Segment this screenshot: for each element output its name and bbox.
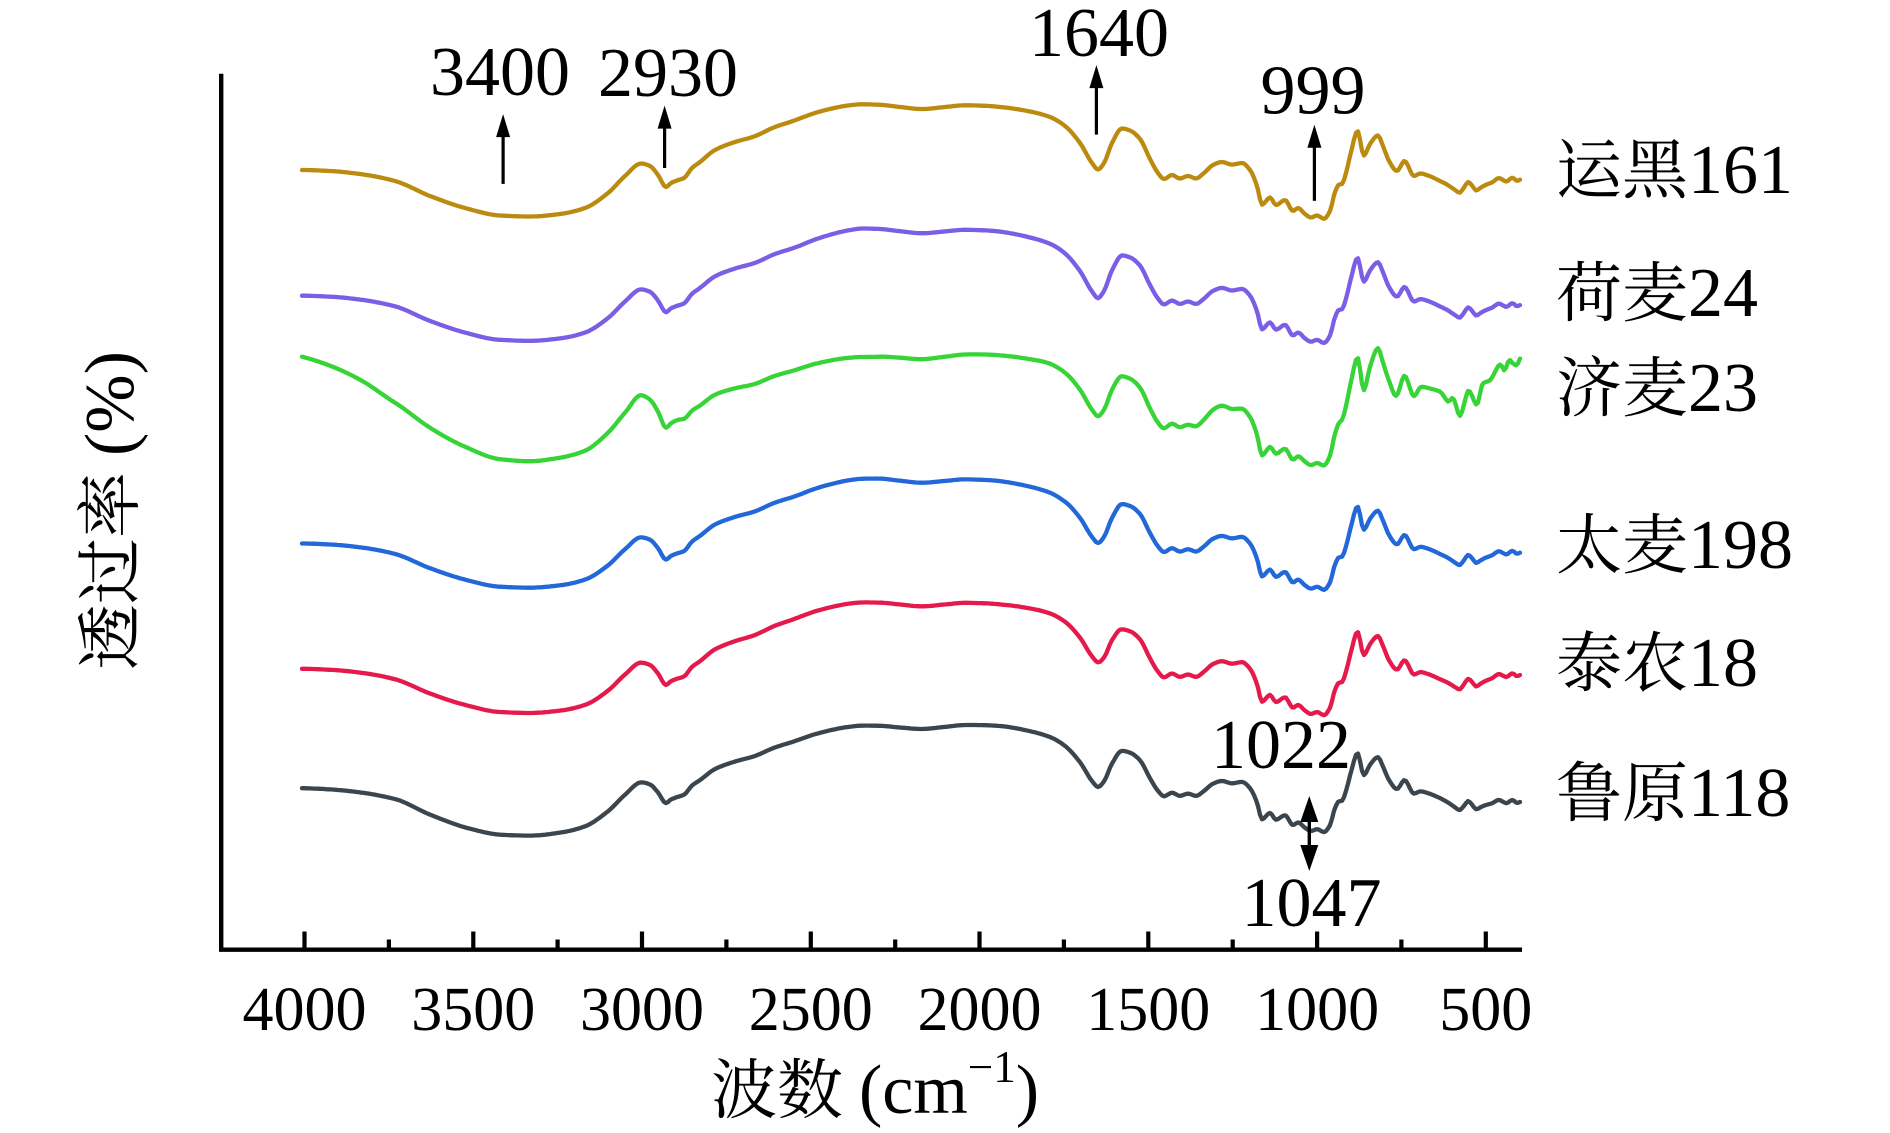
svg-text:1640: 1640 [1029,0,1169,72]
svg-text:2500: 2500 [749,976,873,1044]
svg-text:1022: 1022 [1211,707,1351,784]
svg-text:): ) [1016,1052,1039,1129]
svg-text:2000: 2000 [918,976,1042,1044]
svg-text:999: 999 [1261,53,1366,130]
svg-text:4000: 4000 [243,976,367,1044]
svg-text:−1: −1 [968,1042,1016,1092]
svg-text:118: 118 [1688,755,1790,832]
svg-text:198: 198 [1688,507,1793,584]
svg-text:3400: 3400 [430,34,570,111]
svg-text:3500: 3500 [411,976,535,1044]
svg-text:24: 24 [1688,255,1758,332]
svg-text:2930: 2930 [598,35,738,112]
svg-text:18: 18 [1688,625,1758,702]
svg-text:161: 161 [1688,132,1793,209]
svg-text:1500: 1500 [1086,976,1210,1044]
svg-text:500: 500 [1439,976,1532,1044]
svg-text:(%): (%) [72,351,149,456]
svg-text:(cm: (cm [859,1052,968,1129]
svg-text:1000: 1000 [1255,976,1379,1044]
svg-text:1047: 1047 [1242,865,1382,942]
svg-text:23: 23 [1688,350,1758,427]
svg-text:3000: 3000 [580,976,704,1044]
